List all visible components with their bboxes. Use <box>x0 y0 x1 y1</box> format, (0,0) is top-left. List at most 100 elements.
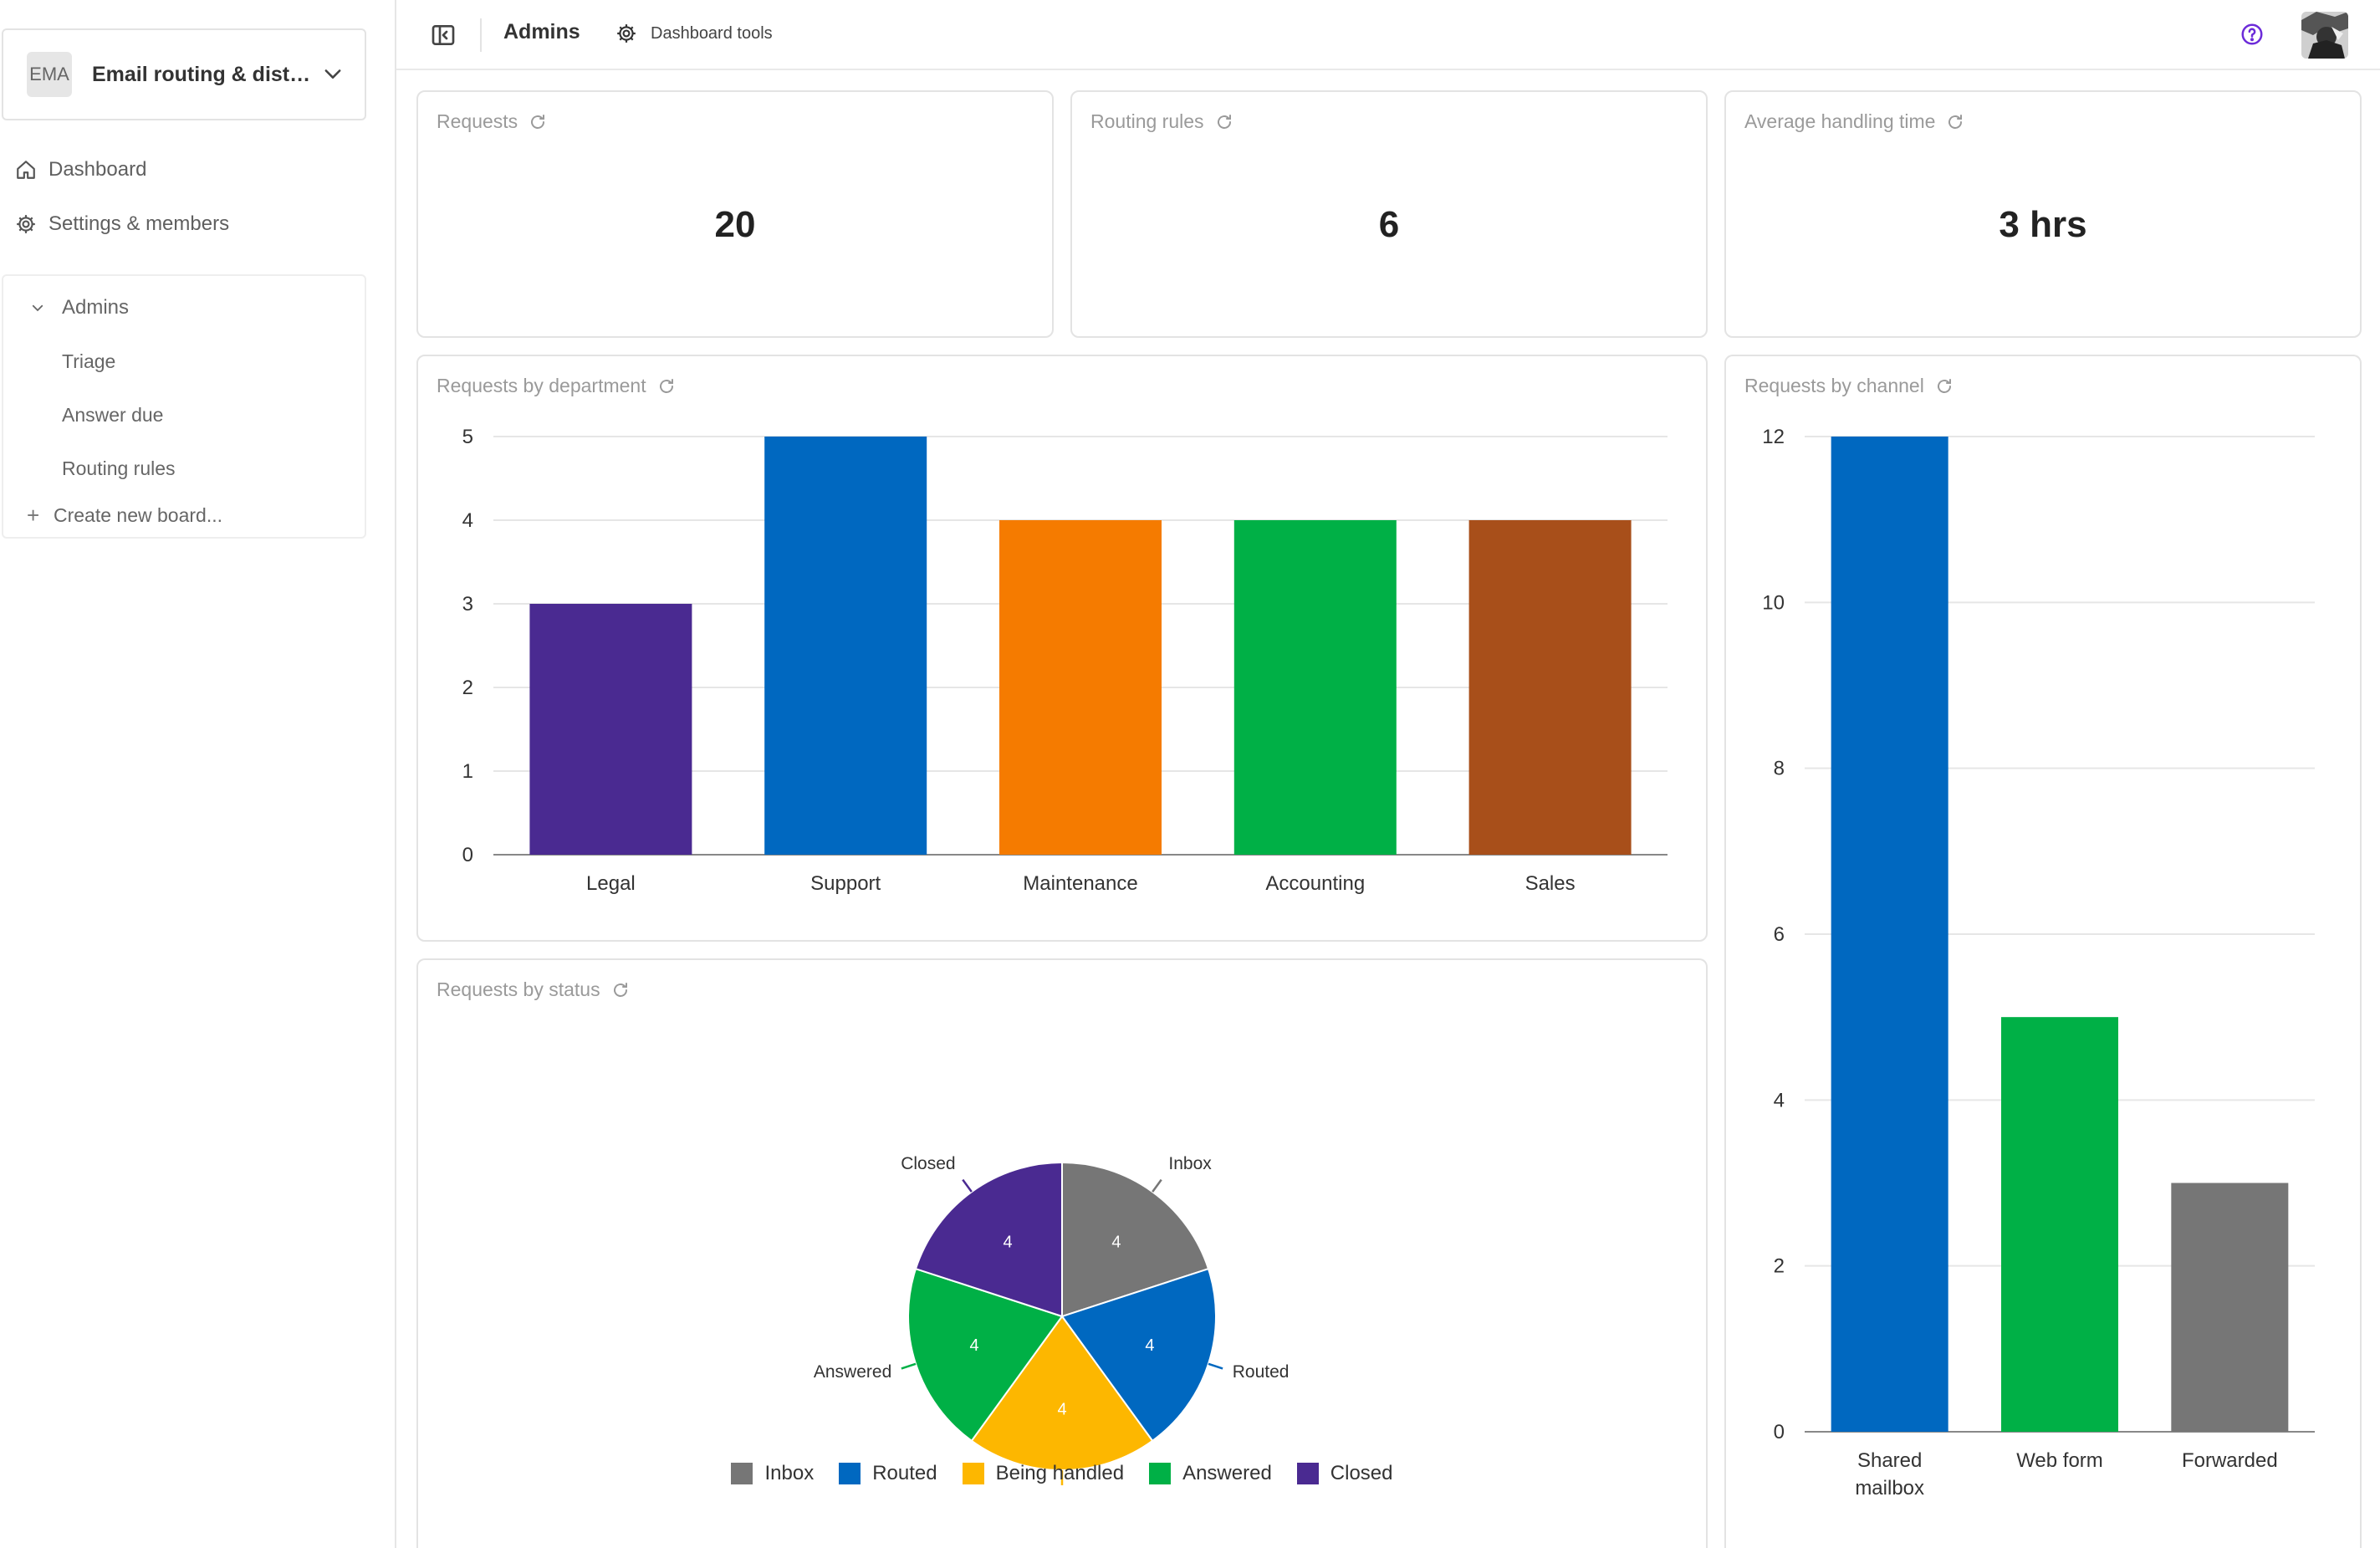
y-tick-label: 10 <box>1762 591 1785 614</box>
x-tick-label: Accounting <box>1265 872 1365 895</box>
legend-label: Closed <box>1330 1462 1393 1484</box>
legend-label: Being handled <box>995 1462 1125 1484</box>
kpi-value: 3 hrs <box>1999 204 2087 245</box>
x-tick-label: Maintenance <box>1023 872 1137 895</box>
legend-item[interactable]: Inbox <box>731 1462 814 1485</box>
refresh-icon[interactable] <box>656 376 677 396</box>
pie-leader-line <box>901 1362 917 1370</box>
bar <box>1468 520 1632 855</box>
bar <box>1831 437 1948 1432</box>
boards-panel: Admins Triage Answer due Routing rules +… <box>2 274 366 539</box>
sidebar-toggle-icon[interactable] <box>430 22 457 49</box>
pie-slice-label: Being handled <box>1006 1494 1118 1495</box>
pie-value-label: 4 <box>1145 1336 1154 1355</box>
legend-swatch <box>1149 1463 1172 1484</box>
gear-icon <box>17 215 35 233</box>
pie-slice <box>1060 1267 1217 1443</box>
legend-item[interactable]: Closed <box>1296 1462 1393 1485</box>
status-pie-chart: 4 Inbox 4 Routed 4 Being handled 4 Answered 4 Clo… <box>814 1154 1290 1495</box>
x-tick-label: Sales <box>1525 872 1576 895</box>
kpi-value: 20 <box>714 204 756 245</box>
chart-title: Requests by channel <box>1744 375 1924 396</box>
y-tick-label: 2 <box>462 677 473 699</box>
y-tick-label: 5 <box>462 426 473 448</box>
chart-title: Requests by status <box>437 978 600 1000</box>
chevron-down-icon <box>324 69 341 79</box>
card-title: Routing rules <box>1090 110 1234 133</box>
card-title: Requests <box>437 110 548 133</box>
legend-item[interactable]: Routed <box>839 1462 937 1485</box>
legend-item[interactable]: Being handled <box>962 1462 1125 1485</box>
top-bar: Admins Dashboard tools <box>396 0 2380 70</box>
dashboard-tools-label: Dashboard tools <box>651 23 773 43</box>
board-item-triage[interactable]: Triage <box>62 350 116 372</box>
legend-item[interactable]: Answered <box>1149 1462 1272 1485</box>
chart-title: Requests by department <box>437 375 646 396</box>
nav-settings[interactable]: Settings & members <box>0 201 368 248</box>
pie-slice-label: Routed <box>1233 1362 1290 1382</box>
y-tick-label: 6 <box>1774 923 1785 946</box>
nav-dashboard[interactable]: Dashboard <box>0 146 368 193</box>
create-board-button[interactable]: + Create new board... <box>3 493 365 537</box>
pie-value-label: 4 <box>1111 1234 1121 1252</box>
x-tick-label: mailbox <box>1855 1477 1924 1499</box>
legend-swatch <box>962 1463 984 1484</box>
x-tick-label: Shared <box>1857 1449 1922 1472</box>
card-title-text: Average handling time <box>1744 110 1936 132</box>
pie-slice <box>970 1315 1154 1471</box>
chevron-down-icon <box>32 304 43 312</box>
pie-slice <box>914 1161 1063 1318</box>
card-title: Requests by department <box>437 375 677 397</box>
refresh-icon[interactable] <box>528 112 548 132</box>
workspace-switcher[interactable]: EMA Email routing & distri... <box>2 28 366 120</box>
refresh-icon[interactable] <box>1934 376 1954 396</box>
kpi-card-requests: Requests 20 <box>416 90 1054 338</box>
kpi-card-routing-rules: Routing rules 6 <box>1070 90 1708 338</box>
legend-swatch <box>731 1463 753 1484</box>
bar <box>2171 1183 2289 1432</box>
help-icon[interactable] <box>2240 22 2265 47</box>
pie-slice-label: Closed <box>901 1154 955 1173</box>
refresh-icon[interactable] <box>1945 112 1965 132</box>
bar <box>1233 520 1397 855</box>
board-item-answer-due[interactable]: Answer due <box>62 403 164 426</box>
kpi-value: 6 <box>1378 204 1400 245</box>
pie-leader-line <box>1208 1362 1223 1370</box>
board-item-routing-rules[interactable]: Routing rules <box>62 457 176 479</box>
y-tick-label: 8 <box>1774 758 1785 780</box>
topbar-divider <box>480 18 482 52</box>
channel-bar-chart: 0 2 4 6 8 10 12 Shared mailbox Web form Forwarded <box>1762 426 2315 1499</box>
card-title: Requests by status <box>437 978 631 1001</box>
board-group-admins[interactable]: Admins <box>3 284 365 331</box>
user-avatar[interactable] <box>2301 12 2348 59</box>
dashboard-tools-button[interactable]: Dashboard tools <box>615 18 773 49</box>
pie-slice-label: Inbox <box>1168 1154 1212 1173</box>
pie-leader-line <box>1152 1178 1162 1193</box>
nav-settings-label: Settings & members <box>49 212 230 235</box>
chart-card-requests-by-department: Requests by department 0 1 2 3 4 5 Legal Suppor… <box>416 355 1708 942</box>
bar <box>2001 1017 2118 1432</box>
legend-swatch <box>839 1463 861 1484</box>
nav-dashboard-label: Dashboard <box>49 158 147 181</box>
pie-value-label: 4 <box>969 1336 978 1355</box>
bar <box>764 437 927 855</box>
refresh-icon[interactable] <box>610 980 631 1000</box>
x-tick-label: Web form <box>2016 1449 2103 1472</box>
y-tick-label: 4 <box>1774 1089 1785 1111</box>
y-tick-label: 12 <box>1762 426 1785 448</box>
card-title-text: Routing rules <box>1090 110 1204 132</box>
pie-leader-line <box>962 1178 973 1193</box>
plus-icon: + <box>27 502 40 528</box>
chart-card-requests-by-status: Requests by status 4 Inbox 4 Routed 4 Being h… <box>416 958 1708 1548</box>
workspace-name: Email routing & distri... <box>92 62 318 86</box>
card-title-text: Requests <box>437 110 518 132</box>
refresh-icon[interactable] <box>1214 112 1234 132</box>
chart-card-requests-by-channel: Requests by channel 0 2 4 6 8 10 12 Shared mailb… <box>1724 355 2362 1548</box>
pie-value-label: 4 <box>1004 1234 1013 1252</box>
y-tick-label: 0 <box>462 844 473 866</box>
pie-slice <box>1061 1161 1210 1318</box>
card-title: Average handling time <box>1744 110 1965 133</box>
y-tick-label: 0 <box>1774 1421 1785 1443</box>
home-icon <box>17 161 35 179</box>
avatar-image <box>2301 12 2348 59</box>
